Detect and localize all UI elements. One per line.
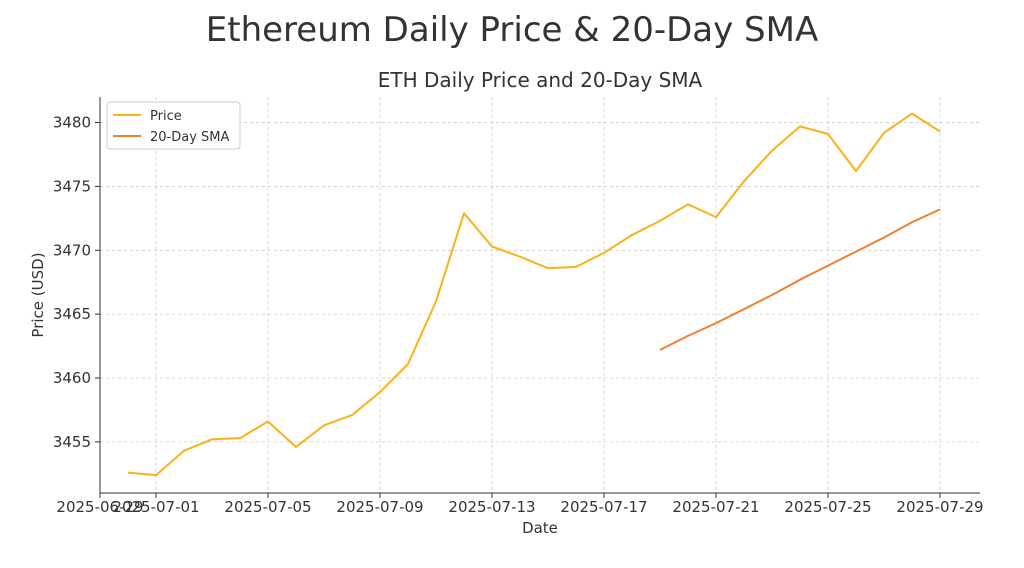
chart-legend: Price 20-Day SMA bbox=[106, 101, 241, 150]
x-tick-label: 2025-07-09 bbox=[336, 498, 423, 516]
x-tick-label: 2025-07-17 bbox=[560, 498, 647, 516]
y-tick-label: 3480 bbox=[53, 114, 91, 132]
y-tick-label: 3460 bbox=[53, 369, 91, 387]
chart-title: ETH Daily Price and 20-Day SMA bbox=[378, 68, 703, 92]
legend-box bbox=[106, 101, 241, 150]
series-line-price bbox=[127, 112, 941, 477]
y-axis-ticks: 3455 3460 3465 3470 3475 3480 bbox=[53, 114, 100, 451]
x-tick-label: 2025-07-01 bbox=[112, 498, 199, 516]
x-tick-label: 2025-07-29 bbox=[896, 498, 983, 516]
y-tick-label: 3475 bbox=[53, 177, 91, 195]
legend-label: 20-Day SMA bbox=[150, 130, 230, 145]
chart-grid bbox=[99, 97, 980, 493]
y-tick-label: 3465 bbox=[53, 305, 91, 323]
x-tick-label: 2025-06-29 bbox=[56, 498, 143, 516]
x-tick-label: 2025-07-25 bbox=[784, 498, 871, 516]
y-tick-label: 3455 bbox=[53, 433, 91, 451]
legend-label: Price bbox=[150, 109, 182, 124]
x-axis-label: Date bbox=[522, 519, 558, 537]
y-axis-label: Price (USD) bbox=[29, 252, 47, 337]
page-title: Ethereum Daily Price & 20-Day SMA bbox=[205, 10, 819, 50]
x-tick-label: 2025-07-21 bbox=[672, 498, 759, 516]
y-tick-label: 3470 bbox=[53, 241, 91, 259]
series-lines bbox=[127, 112, 941, 477]
chart-axes bbox=[99, 97, 980, 494]
x-tick-label: 2025-07-13 bbox=[448, 498, 535, 516]
x-tick-label: 2025-07-05 bbox=[224, 498, 311, 516]
series-line-sma bbox=[659, 208, 941, 351]
